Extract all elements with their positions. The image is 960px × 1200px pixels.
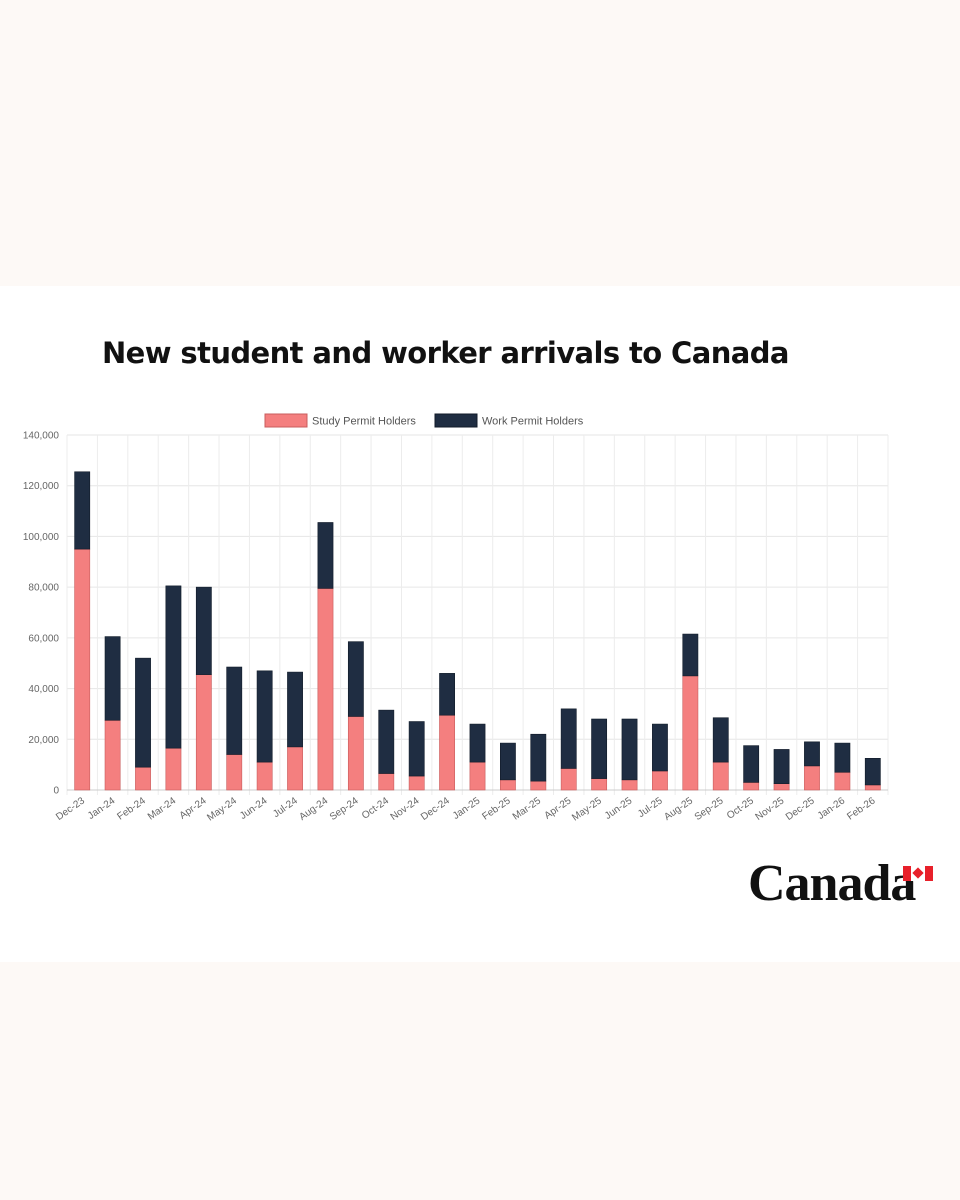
bar-work-permit: [135, 657, 151, 768]
bar-work-permit: [195, 586, 212, 675]
chart-card: [0, 286, 960, 962]
y-tick-label: 100,000: [23, 532, 60, 543]
bar-study-permit: [256, 761, 273, 791]
bar-work-permit: [378, 709, 395, 774]
x-tick-label: Jan-26: [816, 795, 848, 822]
bar-work-permit: [347, 641, 364, 717]
x-tick-label: Jun-25: [603, 795, 635, 822]
x-tick-label: Jan-25: [451, 795, 483, 822]
legend-label-work: Work Permit Holders: [482, 416, 584, 428]
x-tick-label: May-25: [570, 795, 604, 823]
x-tick-label: Dec-25: [784, 795, 817, 823]
bar-work-permit: [864, 758, 881, 786]
bar-work-permit: [591, 718, 608, 779]
bar-work-permit: [530, 733, 547, 782]
bar-study-permit: [621, 779, 638, 791]
bar-study-permit: [317, 588, 334, 791]
bar-study-permit: [74, 548, 91, 791]
bar-study-permit: [195, 674, 212, 791]
x-tick-label: Mar-24: [146, 795, 179, 822]
x-tick-label: Nov-24: [389, 795, 422, 823]
x-tick-label: Sep-25: [693, 795, 726, 823]
bar-study-permit: [712, 761, 729, 791]
x-tick-label: Jun-24: [238, 795, 270, 822]
bar-study-permit: [773, 783, 790, 791]
bar-work-permit: [317, 522, 334, 589]
bar-study-permit: [834, 771, 851, 791]
x-tick-label: Nov-25: [754, 795, 787, 823]
legend: Study Permit Holders Work Permit Holders: [264, 413, 584, 428]
canada-wordmark: Canada: [748, 855, 916, 912]
bar-work-permit: [439, 673, 455, 716]
bar-study-permit: [165, 747, 182, 791]
y-tick-label: 60,000: [28, 633, 59, 644]
bar-work-permit: [621, 718, 638, 781]
x-tick-label: Apr-25: [543, 795, 574, 821]
bar-study-permit: [439, 714, 455, 791]
x-tick-label: Aug-24: [297, 795, 330, 823]
x-tick-label: Oct-25: [725, 795, 756, 821]
bar-work-permit: [104, 636, 121, 721]
bar-study-permit: [804, 765, 820, 791]
bar-study-permit: [378, 773, 395, 791]
bar-study-permit: [500, 779, 516, 791]
legend-label-study: Study Permit Holders: [312, 416, 416, 428]
bar-work-permit: [469, 723, 486, 763]
x-tick-label: Mar-25: [511, 795, 544, 822]
bar-study-permit: [743, 782, 760, 791]
legend-swatch-study: [264, 413, 308, 428]
bar-work-permit: [226, 666, 243, 755]
bar-work-permit: [74, 471, 91, 550]
x-tick-label: Apr-24: [178, 795, 209, 821]
x-tick-label: Feb-26: [845, 795, 878, 822]
bar-work-permit: [712, 717, 729, 763]
bar-study-permit: [864, 784, 881, 791]
y-tick-label: 120,000: [23, 481, 60, 492]
bar-work-permit: [500, 742, 516, 781]
bar-work-permit: [804, 741, 820, 767]
x-tick-label: Oct-24: [360, 795, 391, 821]
bar-work-permit: [652, 723, 668, 772]
bar-work-permit: [834, 742, 851, 773]
bar-study-permit: [652, 770, 668, 791]
x-tick-label: Feb-25: [480, 795, 513, 822]
x-tick-label: Feb-24: [115, 795, 148, 822]
bar-study-permit: [591, 778, 608, 791]
bar-work-permit: [256, 670, 273, 763]
x-tick-label: Sep-24: [328, 795, 361, 823]
x-tick-label: Dec-24: [419, 795, 452, 823]
stacked-bar-chart: 0 20,000 40,000 60,000 80,000 100,000 120,000 1…: [23, 413, 889, 824]
bar-study-permit: [408, 775, 425, 791]
bar-study-permit: [469, 761, 486, 791]
bar-study-permit: [135, 766, 151, 791]
bar-work-permit: [165, 585, 182, 749]
y-tick-label: 40,000: [28, 684, 59, 695]
legend-swatch-work: [434, 413, 478, 428]
bar-work-permit: [682, 633, 699, 677]
bar-study-permit: [530, 780, 547, 791]
y-tick-label: 20,000: [28, 735, 59, 746]
page-title: New student and worker arrivals to Canad…: [102, 336, 789, 370]
bar-work-permit: [560, 708, 577, 769]
bar-work-permit: [287, 671, 303, 748]
x-tick-label: Aug-25: [662, 795, 695, 823]
x-tick-label: Jan-24: [86, 795, 118, 822]
x-tick-label: Dec-23: [54, 795, 87, 823]
bar-work-permit: [408, 721, 425, 777]
y-tick-label: 140,000: [23, 431, 60, 442]
y-tick-label: 80,000: [28, 583, 59, 594]
y-tick-label: 0: [53, 786, 59, 797]
bar-study-permit: [682, 675, 699, 791]
bar-study-permit: [287, 746, 303, 791]
x-tick-label: Jul-25: [636, 795, 665, 820]
bar-study-permit: [347, 716, 364, 791]
x-tick-label: May-24: [205, 795, 239, 823]
bar-work-permit: [773, 749, 790, 784]
bar-study-permit: [226, 754, 243, 791]
bar-work-permit: [743, 745, 760, 783]
x-tick-label: Jul-24: [271, 795, 300, 820]
canada-flag-icon: [903, 866, 933, 881]
bar-study-permit: [560, 768, 577, 791]
bar-study-permit: [104, 719, 121, 791]
